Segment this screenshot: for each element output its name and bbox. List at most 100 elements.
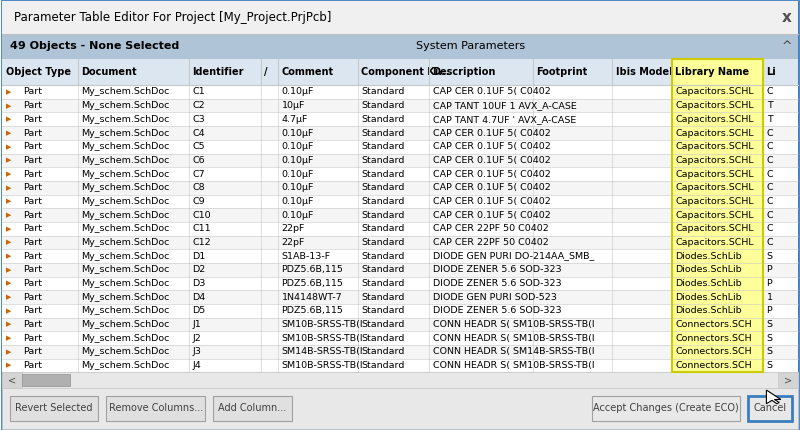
Text: ▶: ▶	[6, 308, 11, 314]
Text: My_schem.SchDoc: My_schem.SchDoc	[81, 142, 170, 151]
Text: Parameter Table Editor For Project [My_Project.PrjPcb]: Parameter Table Editor For Project [My_P…	[14, 11, 332, 24]
Text: J1: J1	[193, 320, 202, 329]
Text: Capacitors.SCHL: Capacitors.SCHL	[675, 115, 754, 124]
Text: Document: Document	[81, 67, 137, 77]
Text: C: C	[766, 87, 774, 96]
Text: C11: C11	[193, 224, 211, 233]
Bar	[778, 372, 798, 388]
Text: My_schem.SchDoc: My_schem.SchDoc	[81, 197, 170, 206]
Text: SM14B-SRSS-TB(I: SM14B-SRSS-TB(I	[282, 347, 363, 356]
Text: Standard: Standard	[361, 129, 405, 138]
Bar	[2, 126, 798, 140]
Text: C: C	[766, 197, 774, 206]
Text: Capacitors.SCHL: Capacitors.SCHL	[675, 156, 754, 165]
Text: Standard: Standard	[361, 361, 405, 370]
Text: System Parameters: System Parameters	[416, 41, 525, 52]
Text: 22pF: 22pF	[282, 238, 305, 247]
Text: Accept Changes (Create ECO): Accept Changes (Create ECO)	[593, 403, 738, 413]
Text: D3: D3	[193, 279, 206, 288]
Text: 0.10μF: 0.10μF	[282, 183, 314, 192]
Text: Description: Description	[433, 67, 496, 77]
Text: Capacitors.SCHL: Capacitors.SCHL	[675, 87, 754, 96]
Bar	[2, 345, 798, 359]
Bar	[2, 99, 798, 113]
Bar	[2, 140, 798, 154]
Bar	[2, 249, 798, 263]
Text: Diodes.SchLib: Diodes.SchLib	[675, 306, 742, 315]
Text: Part: Part	[23, 293, 42, 302]
Text: 0.10μF: 0.10μF	[282, 156, 314, 165]
Text: Diodes.SchLib: Diodes.SchLib	[675, 293, 742, 302]
Bar	[2, 181, 798, 194]
Text: My_schem.SchDoc: My_schem.SchDoc	[81, 361, 170, 370]
Text: C7: C7	[193, 169, 205, 178]
Text: Remove Columns...: Remove Columns...	[109, 403, 203, 413]
Text: ▶: ▶	[6, 349, 11, 355]
Text: 10μF: 10μF	[282, 101, 305, 110]
Bar	[672, 249, 763, 263]
Text: Ibis Model: Ibis Model	[615, 67, 672, 77]
Text: Part: Part	[23, 347, 42, 356]
Bar	[672, 290, 763, 304]
Text: SM10B-SRSS-TB(I: SM10B-SRSS-TB(I	[282, 361, 363, 370]
Text: Part: Part	[23, 87, 42, 96]
Bar	[2, 318, 798, 332]
Bar	[672, 318, 763, 332]
Text: 0.10μF: 0.10μF	[282, 87, 314, 96]
Bar	[106, 396, 205, 421]
Text: J4: J4	[193, 361, 202, 370]
Bar	[2, 154, 798, 167]
Text: Standard: Standard	[361, 142, 405, 151]
Text: Standard: Standard	[361, 156, 405, 165]
Text: Standard: Standard	[361, 306, 405, 315]
Bar	[2, 236, 798, 249]
Text: Part: Part	[23, 101, 42, 110]
Text: S: S	[766, 334, 773, 343]
Text: ▶: ▶	[6, 240, 11, 246]
Text: CONN HEADR S( SM10B-SRSS-TB(I: CONN HEADR S( SM10B-SRSS-TB(I	[433, 334, 594, 343]
Text: S: S	[766, 320, 773, 329]
Text: ▶: ▶	[6, 103, 11, 109]
Text: Identifier: Identifier	[193, 67, 244, 77]
Text: Capacitors.SCHL: Capacitors.SCHL	[675, 224, 754, 233]
Bar	[672, 222, 763, 236]
Text: SM10B-SRSS-TB(I: SM10B-SRSS-TB(I	[282, 334, 363, 343]
Text: ▶: ▶	[6, 267, 11, 273]
Text: 4.7μF: 4.7μF	[282, 115, 308, 124]
Text: My_schem.SchDoc: My_schem.SchDoc	[81, 224, 170, 233]
Text: Standard: Standard	[361, 265, 405, 274]
Text: C6: C6	[193, 156, 205, 165]
Bar	[2, 332, 798, 345]
Text: ▶: ▶	[6, 144, 11, 150]
Bar	[2, 304, 798, 318]
Text: ▶: ▶	[6, 117, 11, 123]
Text: Standard: Standard	[361, 320, 405, 329]
Text: Part: Part	[23, 238, 42, 247]
Text: Part: Part	[23, 156, 42, 165]
Text: Standard: Standard	[361, 87, 405, 96]
Text: C12: C12	[193, 238, 211, 247]
Bar	[2, 359, 798, 372]
Bar	[672, 236, 763, 249]
Text: Standard: Standard	[361, 293, 405, 302]
Text: Part: Part	[23, 129, 42, 138]
Text: Part: Part	[23, 211, 42, 220]
Text: J2: J2	[193, 334, 202, 343]
Text: CONN HEADR S( SM10B-SRSS-TB(I: CONN HEADR S( SM10B-SRSS-TB(I	[433, 320, 594, 329]
Text: C: C	[766, 129, 774, 138]
Text: Diodes.SchLib: Diodes.SchLib	[675, 252, 742, 261]
Text: Part: Part	[23, 169, 42, 178]
Text: C: C	[766, 142, 774, 151]
Text: My_schem.SchDoc: My_schem.SchDoc	[81, 129, 170, 138]
Text: ▶: ▶	[6, 198, 11, 204]
Text: Part: Part	[23, 265, 42, 274]
Text: P: P	[766, 279, 772, 288]
Text: D4: D4	[193, 293, 206, 302]
Text: My_schem.SchDoc: My_schem.SchDoc	[81, 293, 170, 302]
Text: >: >	[783, 375, 792, 385]
Text: Capacitors.SCHL: Capacitors.SCHL	[675, 197, 754, 206]
Text: 0.10μF: 0.10μF	[282, 169, 314, 178]
Bar	[672, 194, 763, 208]
Text: CAP CER 22PF 50 C0402: CAP CER 22PF 50 C0402	[433, 238, 548, 247]
Bar	[672, 85, 763, 99]
